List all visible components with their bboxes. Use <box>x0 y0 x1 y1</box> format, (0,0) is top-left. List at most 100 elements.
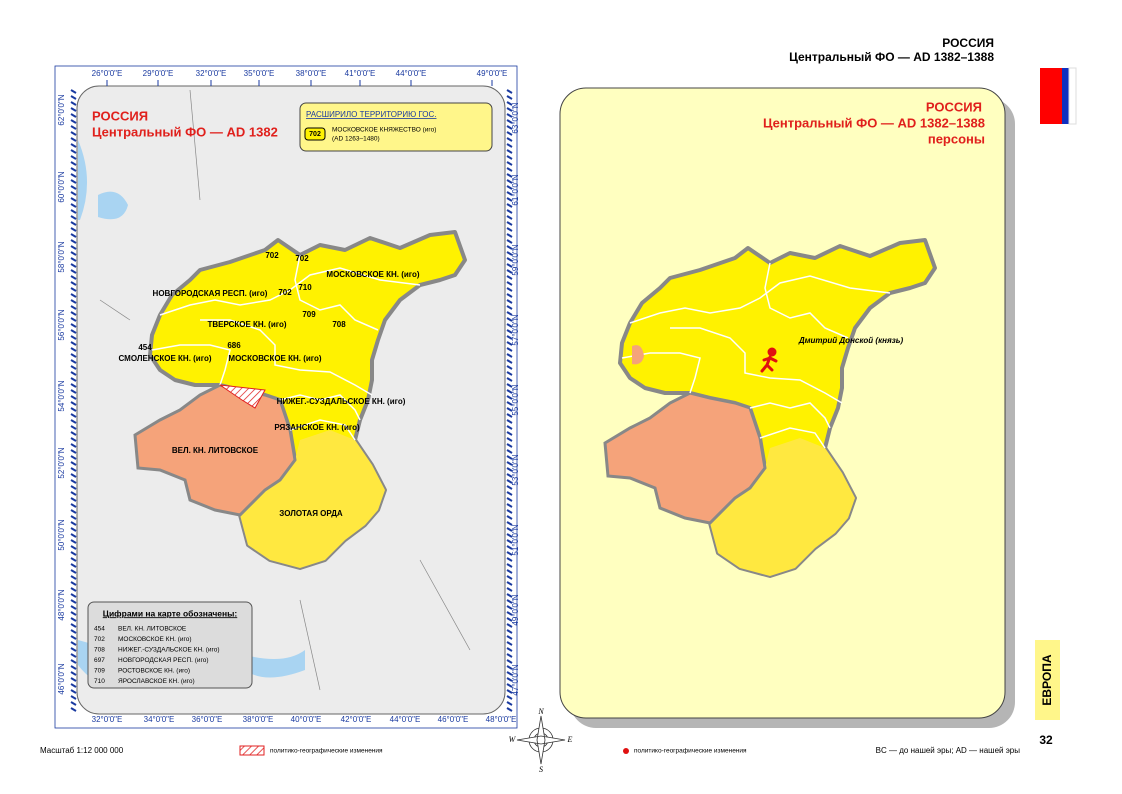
scale-bar <box>70 251 77 256</box>
scale-bar <box>506 317 513 322</box>
scale-bar <box>70 395 77 400</box>
left-tick-label: 60°0'0"N <box>57 171 66 202</box>
person-label: Дмитрий Донской (князь) <box>798 336 904 345</box>
bottom-tick-label: 44°0'0"E <box>390 715 421 724</box>
scale-bar <box>70 263 77 268</box>
scale-bar <box>506 707 513 712</box>
compass-letters: N W E S <box>509 707 573 774</box>
scale-bar <box>70 383 77 388</box>
legend-code: 702 <box>309 131 321 138</box>
scale-bar <box>70 359 77 364</box>
scale-bar <box>70 239 77 244</box>
scale-bar <box>506 173 513 178</box>
scale-bar <box>70 323 77 328</box>
scale-bar <box>70 227 77 232</box>
right-tick-label: 47°0'0"N <box>511 664 520 695</box>
scale-bar <box>70 317 77 322</box>
bottom-tick-label: 36°0'0"E <box>192 715 223 724</box>
region-label: ЕВРОПА <box>1040 654 1054 705</box>
scale-bar <box>506 107 513 112</box>
compass-letter: W <box>509 735 517 744</box>
scale-bar <box>506 647 513 652</box>
scale-bar <box>70 245 77 250</box>
scale-bar <box>70 185 77 190</box>
scale-bar <box>506 185 513 190</box>
scale-bar <box>506 119 513 124</box>
scale-bar <box>506 233 513 238</box>
scale-bar <box>506 629 513 634</box>
scale-bar <box>506 659 513 664</box>
left-tick-label: 58°0'0"N <box>57 241 66 272</box>
scale-bar <box>506 671 513 676</box>
scale-bar <box>70 527 77 532</box>
scale-bar <box>70 437 77 442</box>
left-tick-label: 52°0'0"N <box>57 447 66 478</box>
key-name: ЯРОСЛАВСКОЕ КН. (иго) <box>118 678 195 685</box>
scale-bar <box>70 203 77 208</box>
scale-bar <box>70 575 77 580</box>
scale-bar <box>506 455 513 460</box>
legend-dates: (AD 1263–1480) <box>332 136 380 143</box>
scale-bar <box>506 611 513 616</box>
scale-bar <box>506 563 513 568</box>
key-name: МОСКОВСКОЕ КН. (иго) <box>118 636 192 643</box>
scale-bar <box>70 539 77 544</box>
changes-swatch <box>239 745 265 756</box>
scale-bar <box>506 329 513 334</box>
compass <box>516 715 566 765</box>
scale-bar <box>70 425 77 430</box>
scale-bar <box>70 557 77 562</box>
scale-bar <box>70 629 77 634</box>
top-tick-label: 49°0'0"E <box>477 69 508 78</box>
scale-bar <box>506 239 513 244</box>
scale-bar <box>70 179 77 184</box>
scale-bar <box>70 641 77 646</box>
scale-bar <box>70 173 77 178</box>
map-labels: НОВГОРОДСКАЯ РЕСП. (иго) МОСКОВСКОЕ КН. (… <box>119 251 420 518</box>
scale-bar <box>70 401 77 406</box>
scale-bar <box>70 623 77 628</box>
scale-bar <box>506 569 513 574</box>
scale-bar <box>70 449 77 454</box>
scale-bar <box>70 257 77 262</box>
scale-bar <box>70 431 77 436</box>
key-name: РОСТОВСКОЕ КН. (иго) <box>118 668 190 675</box>
scale-bar <box>70 299 77 304</box>
right-tick-label: 51°0'0"N <box>511 524 520 555</box>
changed-area <box>219 384 266 409</box>
scale-bar <box>70 659 77 664</box>
bottom-tick-label: 48°0'0"E <box>486 715 517 724</box>
scale-bar <box>506 281 513 286</box>
page-number: 32 <box>1039 733 1053 747</box>
scale-bar <box>70 533 77 538</box>
legend-name: МОСКОВСКОЕ КНЯЖЕСТВО (иго) <box>332 127 436 134</box>
scale-bar <box>70 101 77 106</box>
scale-bar <box>506 575 513 580</box>
scale-bar <box>506 623 513 628</box>
scale-bar <box>70 617 77 622</box>
region-label: ВЕЛ. КН. ЛИТОВСКОЕ <box>172 446 259 455</box>
scale-bar <box>70 509 77 514</box>
scale-bar <box>70 293 77 298</box>
scale-bar <box>506 599 513 604</box>
scale: Масштаб 1:12 000 000 <box>40 746 124 755</box>
scale-bar <box>506 605 513 610</box>
scale-bar <box>70 491 77 496</box>
scale-bar <box>70 125 77 130</box>
scale-bar <box>506 179 513 184</box>
scale-bar <box>70 221 77 226</box>
region-code: 708 <box>332 320 346 329</box>
scale-bar <box>70 137 77 142</box>
scale-bar <box>70 287 77 292</box>
key-code: 702 <box>94 636 105 643</box>
scale-bar <box>70 563 77 568</box>
region-code: 702 <box>278 288 292 297</box>
scale-bar <box>506 341 513 346</box>
page-subtitle: Центральный ФО — AD 1382–1388 <box>789 50 994 64</box>
scale-bar <box>70 377 77 382</box>
right-tick-label: 63°0'0"N <box>511 102 520 133</box>
panel-title: РОССИЯ <box>926 99 982 114</box>
scale-bar <box>70 365 77 370</box>
left-tick-label: 48°0'0"N <box>57 589 66 620</box>
scale-bar <box>70 419 77 424</box>
